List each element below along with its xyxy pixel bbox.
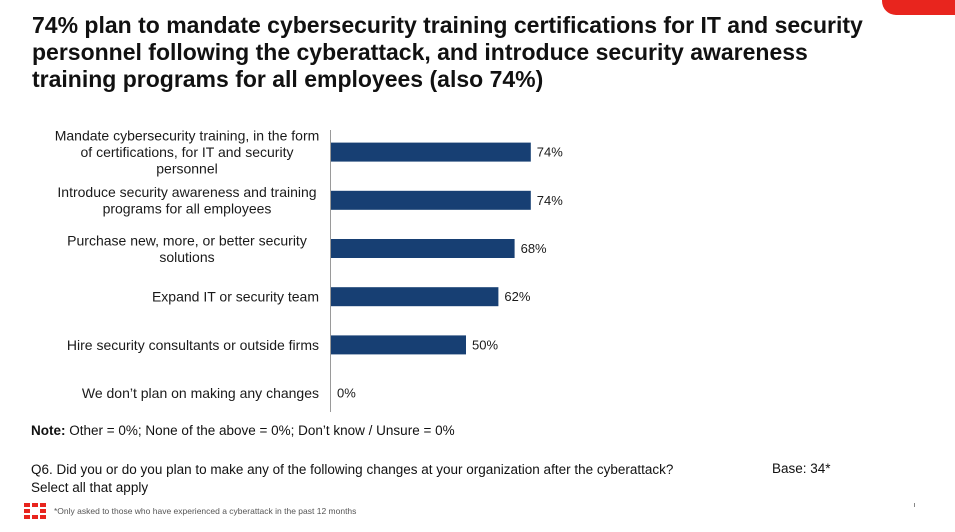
category-label-5: Hire security consultants or outside fir… xyxy=(67,337,319,353)
chart-note: Note: Other = 0%; None of the above = 0%… xyxy=(31,423,455,438)
value-label-1: 74% xyxy=(537,145,563,160)
bar-2 xyxy=(331,190,531,210)
note-text: Other = 0%; None of the above = 0%; Don’… xyxy=(65,423,455,438)
category-label-1: Mandate cybersecurity training, in the f… xyxy=(55,128,320,177)
corner-accent-tab xyxy=(882,0,955,15)
category-label-4: Expand IT or security team xyxy=(152,289,319,305)
value-label-3: 68% xyxy=(521,241,547,256)
bar-5 xyxy=(331,335,466,355)
base-count: Base: 34* xyxy=(772,461,831,476)
page-marker xyxy=(914,503,915,507)
value-label-2: 74% xyxy=(537,193,563,208)
value-label-4: 62% xyxy=(504,289,530,304)
bar-1 xyxy=(331,142,531,162)
category-label-6: We don’t plan on making any changes xyxy=(82,385,319,401)
bar-4 xyxy=(331,287,499,307)
brand-logo-icon xyxy=(24,503,46,519)
value-label-6: 0% xyxy=(337,386,356,401)
category-label-2: Introduce security awareness and trainin… xyxy=(57,184,316,217)
note-bold-label: Note: xyxy=(31,423,66,438)
survey-question: Q6. Did you or do you plan to make any o… xyxy=(31,461,751,497)
question-text: Q6. Did you or do you plan to make any o… xyxy=(31,462,674,477)
category-label-3: Purchase new, more, or better security so… xyxy=(67,232,307,265)
value-label-5: 50% xyxy=(472,337,498,352)
question-instruction: Select all that apply xyxy=(31,480,149,495)
bar-3 xyxy=(331,239,515,258)
page-title: 74% plan to mandate cybersecurity traini… xyxy=(32,12,863,92)
footnote: *Only asked to those who have experience… xyxy=(54,506,357,516)
